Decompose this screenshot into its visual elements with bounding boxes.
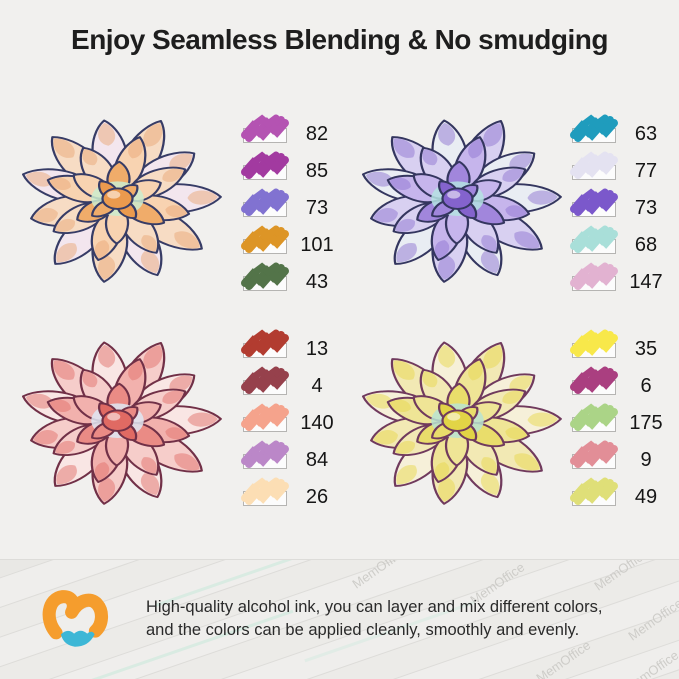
marker-scribble-icon [241, 188, 289, 216]
marker-scribble-icon [241, 403, 289, 431]
color-number: 49 [634, 486, 658, 508]
marker-scribble-icon [241, 440, 289, 468]
succulent-illustration-bottom-right [345, 320, 570, 532]
swatch-row: 147 [570, 262, 679, 300]
color-number: 84 [305, 449, 329, 471]
marker-scribble-icon [241, 151, 289, 179]
swatch-list-bottom-left: 13 4 140 84 26 [241, 329, 355, 515]
swatch-row: 73 [570, 188, 679, 226]
marker-scribble-icon [570, 114, 618, 142]
swatch-row: 68 [570, 225, 679, 263]
swatch-row: 82 [241, 114, 355, 152]
color-number: 26 [305, 486, 329, 508]
marker-scribble-icon [570, 477, 618, 505]
caption-line-1: High-quality alcohol ink, you can layer … [146, 598, 603, 616]
color-number: 73 [634, 197, 658, 219]
color-number: 73 [305, 197, 329, 219]
marker-scribble-icon [241, 366, 289, 394]
marker-scribble-icon [570, 366, 618, 394]
marker-scribble-icon [241, 477, 289, 505]
swatch-row: 140 [241, 403, 355, 441]
succulent-illustration-top-right [345, 98, 570, 310]
color-number: 140 [300, 412, 334, 434]
swatch-row: 43 [241, 262, 355, 300]
marker-scribble-icon [570, 225, 618, 253]
color-number: 35 [634, 338, 658, 360]
marker-scribble-icon [241, 114, 289, 142]
swatch-row: 101 [241, 225, 355, 263]
swatch-row: 84 [241, 440, 355, 478]
color-number: 82 [305, 123, 329, 145]
headline: Enjoy Seamless Blending & No smudging [71, 24, 608, 55]
swatch-row: 13 [241, 329, 355, 367]
color-number: 101 [300, 234, 334, 256]
swatch-row: 73 [241, 188, 355, 226]
swatch-list-top-right: 63 77 73 68 147 [570, 114, 679, 300]
footer-band: MemOffice MemOffice MemOffice MemOffice … [0, 559, 679, 679]
color-number: 175 [629, 412, 663, 434]
color-number: 77 [634, 160, 658, 182]
swatch-row: 6 [570, 366, 679, 404]
brand-logo-icon [42, 590, 109, 647]
color-number: 147 [629, 271, 663, 293]
succulent-illustration-bottom-left [5, 320, 230, 532]
swatch-list-top-left: 82 85 73 101 43 [241, 114, 355, 300]
marker-scribble-icon [241, 262, 289, 290]
swatch-row: 77 [570, 151, 679, 189]
marker-scribble-icon [570, 329, 618, 357]
marker-scribble-icon [570, 403, 618, 431]
succulent-drawing [361, 341, 562, 505]
marker-scribble-icon [570, 262, 618, 290]
swatch-row: 175 [570, 403, 679, 441]
succulent-drawing [361, 119, 562, 283]
swatch-row: 63 [570, 114, 679, 152]
marker-scribble-icon [241, 329, 289, 357]
swatch-row: 35 [570, 329, 679, 367]
caption-line-2: and the colors can be applied cleanly, s… [146, 621, 580, 639]
color-number: 4 [311, 375, 323, 397]
color-number: 85 [305, 160, 329, 182]
color-number: 9 [640, 449, 652, 471]
color-number: 68 [634, 234, 658, 256]
succulent-drawing [21, 341, 222, 505]
swatch-row: 85 [241, 151, 355, 189]
swatch-row: 9 [570, 440, 679, 478]
color-number: 6 [640, 375, 652, 397]
caption-text: High-quality alcohol ink, you can layer … [146, 596, 646, 642]
marker-scribble-icon [570, 440, 618, 468]
succulent-drawing [21, 119, 222, 283]
color-number: 43 [305, 271, 329, 293]
marker-scribble-icon [241, 225, 289, 253]
swatch-row: 26 [241, 477, 355, 515]
swatch-list-bottom-right: 35 6 175 9 49 [570, 329, 679, 515]
marker-scribble-icon [570, 151, 618, 179]
color-number: 63 [634, 123, 658, 145]
marker-scribble-icon [570, 188, 618, 216]
swatch-row: 4 [241, 366, 355, 404]
color-number: 13 [305, 338, 329, 360]
swatch-row: 49 [570, 477, 679, 515]
succulent-illustration-top-left [5, 98, 230, 310]
